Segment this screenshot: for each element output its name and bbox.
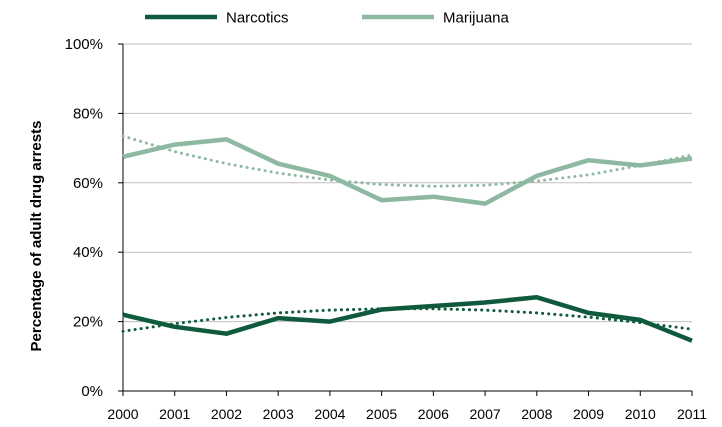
y-tick-label: 20% [73, 314, 103, 331]
gridlines [123, 43, 692, 323]
legend-label-marijuana: Marijuana [443, 10, 510, 27]
y-tick-label: 40% [73, 244, 103, 261]
x-tick-label: 2011 [677, 406, 707, 422]
marijuana-trendline [121, 134, 694, 188]
narcotics-line [122, 295, 693, 343]
marijuana-line [122, 137, 693, 206]
y-tick-label: 60% [73, 175, 103, 192]
x-tick-label: 2008 [521, 406, 552, 422]
axes: 0% 20% 40% 60% 80% 100% 2000 2001 2002 2003 2004 20… [65, 36, 708, 422]
legend: Narcotics Marijuana [145, 10, 510, 27]
narcotics-trendline [121, 307, 694, 333]
x-tick-label: 2001 [159, 406, 190, 422]
y-tick-label: 100% [65, 36, 103, 53]
x-tick-label: 2002 [211, 406, 242, 422]
x-tick-label: 2006 [418, 406, 449, 422]
x-tick-label: 2009 [573, 406, 604, 422]
legend-label-narcotics: Narcotics [226, 10, 289, 27]
x-tick-label: 2003 [263, 406, 294, 422]
x-tick-label: 2007 [470, 406, 501, 422]
y-tick-label: 80% [73, 105, 103, 122]
x-tick-label: 2010 [625, 406, 656, 422]
x-tick-label: 2000 [107, 406, 138, 422]
y-axis-title: Percentage of adult drug arrests [28, 121, 45, 352]
y-tick-label: 0% [81, 383, 103, 400]
x-tick-label: 2005 [366, 406, 397, 422]
x-tick-label: 2004 [314, 406, 345, 422]
series-lines [122, 137, 693, 343]
trendlines [121, 134, 694, 333]
